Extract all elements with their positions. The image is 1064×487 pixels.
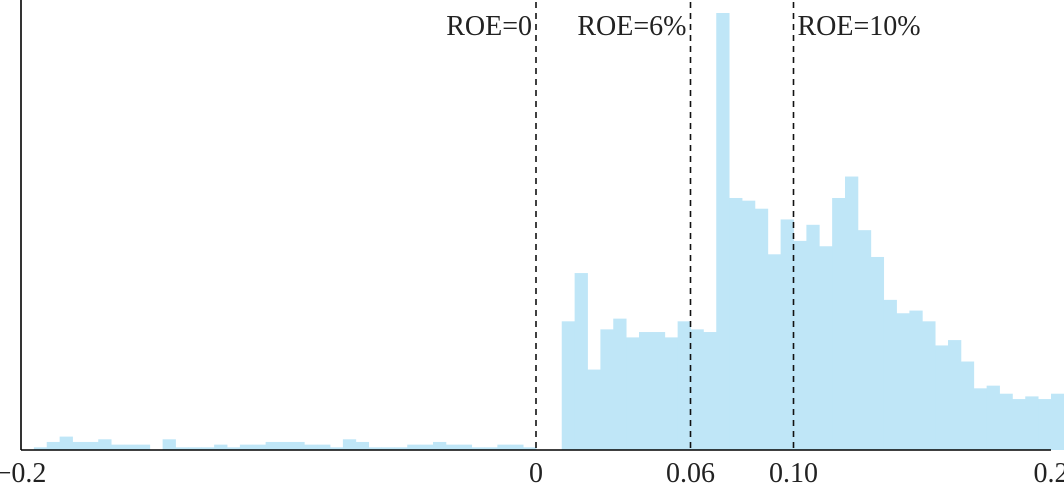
x-tick-label: 0.10 bbox=[769, 458, 818, 487]
histogram-bar bbox=[883, 299, 897, 450]
reference-line-label: ROE=6% bbox=[577, 11, 686, 42]
histogram-bar bbox=[690, 329, 704, 450]
histogram-bar bbox=[703, 332, 717, 450]
histogram-bar bbox=[742, 200, 756, 450]
x-tick-label: 0.06 bbox=[666, 458, 715, 487]
histogram-bar bbox=[767, 254, 782, 450]
histogram-bar bbox=[458, 444, 473, 450]
histogram-bar bbox=[201, 447, 215, 450]
histogram-bar bbox=[999, 393, 1013, 450]
histogram-bar bbox=[600, 329, 614, 450]
x-tick-label: −0.2 bbox=[0, 458, 46, 487]
histogram-bar bbox=[896, 313, 910, 450]
histogram-bar bbox=[1012, 399, 1026, 450]
reference-line-label: ROE=10% bbox=[798, 11, 921, 42]
histogram-bar bbox=[407, 444, 421, 450]
histogram-bar bbox=[433, 441, 447, 450]
histogram-bar bbox=[420, 444, 434, 450]
histogram-bar bbox=[497, 444, 511, 450]
histogram-bar bbox=[587, 369, 601, 450]
histogram-bar bbox=[832, 197, 846, 450]
histogram-bar bbox=[381, 447, 395, 450]
histogram-bar bbox=[394, 447, 408, 450]
histogram-bar bbox=[72, 441, 86, 450]
histogram-bar bbox=[780, 219, 794, 450]
histogram-bar bbox=[1051, 393, 1064, 450]
histogram-bar bbox=[304, 444, 318, 450]
x-tick-labels: −0.2 0 0.06 0.10 0.2 bbox=[0, 458, 1064, 487]
histogram-bar bbox=[613, 318, 627, 450]
histogram-bars bbox=[33, 13, 1064, 451]
x-tick-label: 0 bbox=[529, 458, 543, 487]
histogram-bar bbox=[98, 439, 112, 450]
reference-line-label: ROE=0 bbox=[446, 11, 532, 42]
histogram-bar bbox=[214, 444, 228, 450]
histogram-bar bbox=[33, 447, 48, 450]
axes bbox=[20, 0, 1051, 451]
histogram-bar bbox=[651, 332, 666, 450]
histogram-bar bbox=[330, 447, 344, 450]
histogram-bar bbox=[1038, 399, 1052, 450]
histogram-bar bbox=[46, 441, 61, 450]
histogram-bar bbox=[819, 246, 833, 450]
histogram-bar bbox=[342, 439, 357, 450]
histogram-bar bbox=[317, 444, 331, 450]
histogram-bar bbox=[574, 273, 588, 450]
histogram-bar bbox=[510, 444, 524, 450]
histogram-bar bbox=[291, 441, 305, 450]
histogram-bar bbox=[227, 447, 241, 450]
histogram-bar bbox=[59, 436, 73, 450]
histogram-bar bbox=[355, 441, 370, 450]
histogram-bar bbox=[626, 337, 640, 450]
histogram-bar bbox=[239, 444, 254, 450]
histogram-bar bbox=[188, 447, 202, 450]
histogram-bar bbox=[124, 444, 138, 450]
histogram-bar bbox=[252, 444, 267, 450]
histogram-bar bbox=[368, 447, 382, 450]
reference-lines: ROE=0 ROE=6% ROE=10% bbox=[446, 2, 921, 450]
histogram-bar bbox=[845, 176, 859, 451]
histogram-bar bbox=[1025, 396, 1039, 450]
histogram-bar bbox=[111, 444, 125, 450]
histogram-bar bbox=[265, 441, 279, 450]
histogram-bar bbox=[729, 197, 743, 450]
histogram-bar bbox=[857, 230, 872, 450]
histogram-bar bbox=[471, 447, 485, 450]
histogram-bar bbox=[162, 439, 176, 450]
histogram-bar bbox=[484, 447, 498, 450]
histogram-bar bbox=[793, 240, 807, 450]
histogram-bar bbox=[677, 321, 691, 450]
histogram-bar bbox=[960, 361, 975, 450]
histogram-bar bbox=[175, 447, 189, 450]
histogram-bar bbox=[986, 385, 1000, 450]
histogram-bar bbox=[935, 345, 949, 450]
histogram-bar bbox=[909, 310, 923, 450]
histogram-bar bbox=[973, 388, 988, 450]
histogram-bar bbox=[754, 208, 769, 450]
histogram-bar bbox=[806, 224, 820, 450]
histogram-bar bbox=[716, 13, 730, 450]
histogram-bar bbox=[664, 337, 679, 450]
histogram-bar bbox=[523, 447, 537, 450]
histogram-bar bbox=[639, 332, 653, 450]
histogram-bar bbox=[870, 256, 885, 450]
histogram-bar bbox=[278, 441, 292, 450]
histogram-bar bbox=[136, 444, 151, 450]
histogram-bar bbox=[85, 441, 99, 450]
histogram-bar bbox=[948, 340, 962, 450]
histogram-bar bbox=[922, 321, 936, 450]
histogram-bar bbox=[561, 321, 576, 450]
histogram-bar bbox=[445, 444, 460, 450]
x-tick-label: 0.2 bbox=[1034, 458, 1064, 487]
